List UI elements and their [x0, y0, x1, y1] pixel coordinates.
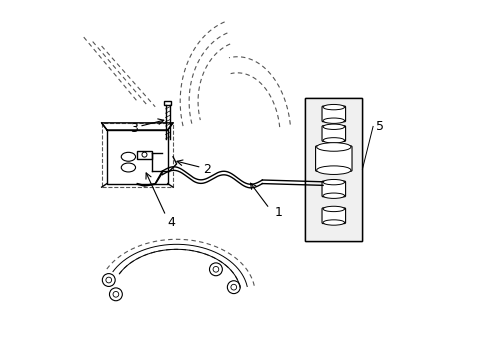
Bar	[164, 102, 171, 105]
Ellipse shape	[323, 138, 344, 143]
Bar	[137, 151, 151, 158]
Text: 5: 5	[375, 120, 384, 133]
FancyBboxPatch shape	[322, 181, 345, 197]
Ellipse shape	[323, 124, 344, 130]
Ellipse shape	[323, 193, 344, 198]
Text: 2: 2	[203, 163, 210, 176]
Text: 3: 3	[129, 122, 138, 135]
Ellipse shape	[323, 104, 344, 110]
Bar	[305, 98, 362, 241]
FancyBboxPatch shape	[322, 208, 345, 224]
FancyBboxPatch shape	[315, 146, 351, 171]
Bar	[107, 130, 167, 184]
Ellipse shape	[316, 166, 350, 175]
FancyBboxPatch shape	[322, 106, 345, 122]
Ellipse shape	[323, 220, 344, 225]
Text: 1: 1	[274, 206, 282, 219]
FancyBboxPatch shape	[322, 126, 345, 141]
Bar	[102, 123, 173, 187]
Ellipse shape	[316, 143, 350, 151]
Ellipse shape	[323, 206, 344, 212]
Ellipse shape	[323, 118, 344, 123]
Text: 4: 4	[167, 216, 175, 229]
Bar	[305, 98, 362, 241]
Ellipse shape	[323, 180, 344, 185]
